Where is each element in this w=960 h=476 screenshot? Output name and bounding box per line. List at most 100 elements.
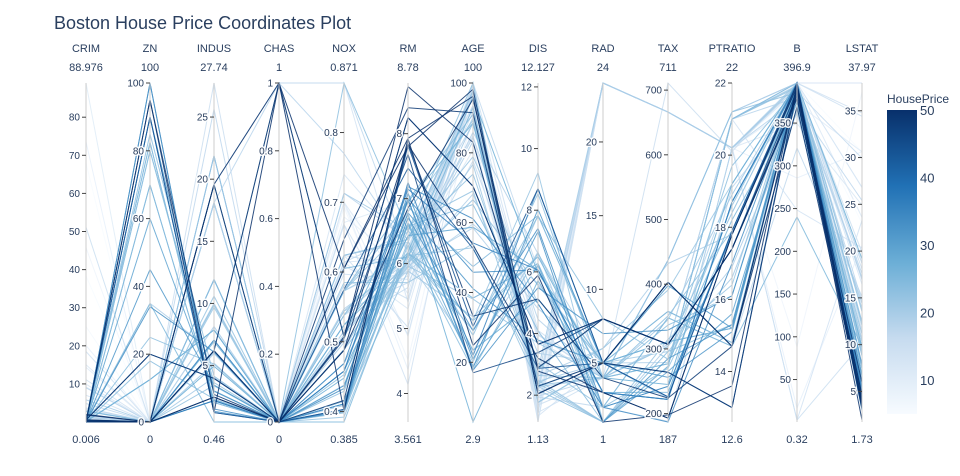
axis-name[interactable]: LSTAT: [846, 43, 879, 55]
tick-label: 700: [645, 86, 662, 97]
tick-label: 0: [267, 418, 273, 429]
tick-label: 200: [774, 247, 791, 258]
tick-label-halo: 0: [267, 418, 273, 429]
tick-label: 2: [526, 391, 532, 402]
tick-label: 100: [450, 79, 467, 90]
tick-label-halo: 80: [456, 148, 468, 159]
tick-label: 15: [586, 211, 598, 222]
tick-label-halo: 20: [456, 358, 468, 369]
tick-label-halo: 14: [715, 367, 727, 378]
tick-label-halo: 6: [526, 267, 532, 278]
tick-label-halo: 20: [586, 137, 598, 148]
tick-label: 100: [774, 332, 791, 343]
tick-label: 8: [396, 129, 402, 140]
tick-label: 0.4: [324, 407, 338, 418]
axes: CRIM88.9760.0061010202030304040505060607…: [67, 43, 879, 446]
tick-label: 5: [850, 387, 856, 398]
tick-label-halo: 500: [645, 215, 662, 226]
tick-label-halo: 0.8: [259, 146, 273, 157]
tick-label: 6: [396, 259, 402, 270]
tick-label-halo: 300: [645, 344, 662, 355]
tick-label: 30: [69, 303, 81, 314]
axis-min-label: 0.32: [786, 434, 807, 446]
tick-label-halo: 100: [127, 79, 144, 90]
colorbar-tick-label: 30: [920, 238, 934, 253]
axis-name[interactable]: TAX: [658, 43, 679, 55]
tick-label-halo: 22: [715, 79, 727, 90]
tick-label: 20: [845, 247, 857, 258]
tick-label: 20: [197, 175, 209, 186]
tick-label-halo: 600: [645, 150, 662, 161]
tick-label-halo: 10: [69, 379, 81, 390]
tick-label-halo: 60: [133, 214, 145, 225]
tick-label: 350: [774, 119, 791, 130]
axis-name[interactable]: CHAS: [264, 43, 295, 55]
tick-label-halo: 0.5: [324, 337, 338, 348]
axis-max-label: 396.9: [783, 62, 811, 74]
colorbar: HousePrice 10 20 30 40 50: [887, 92, 949, 414]
tick-label-halo: 0.2: [259, 350, 273, 361]
tick-label-halo: 20: [845, 247, 857, 258]
tick-label: 30: [845, 153, 857, 164]
axis-name[interactable]: INDUS: [197, 43, 231, 55]
axis-max-label: 100: [464, 62, 482, 74]
axis-name[interactable]: ZN: [143, 43, 158, 55]
tick-label-halo: 0.7: [324, 198, 338, 209]
axis-name[interactable]: DIS: [529, 43, 547, 55]
tick-label-halo: 0.4: [259, 282, 273, 293]
axis-name[interactable]: RAD: [591, 43, 614, 55]
tick-label-halo: 10: [521, 144, 533, 155]
tick-label-halo: 80: [69, 113, 81, 124]
tick-label-halo: 60: [69, 189, 81, 200]
tick-label-halo: 250: [774, 204, 791, 215]
chart-title: Boston House Price Coordinates Plot: [54, 13, 352, 33]
axis-crim[interactable]: CRIM88.9760.0061010202030304040505060607…: [67, 43, 103, 446]
tick-label: 10: [586, 285, 598, 296]
axis-name[interactable]: AGE: [461, 43, 484, 55]
tick-label-halo: 700: [645, 86, 662, 97]
tick-label-halo: 0.6: [324, 268, 338, 279]
axis-tax[interactable]: TAX7111872002003003004004005005006006007…: [644, 43, 679, 446]
axis-name[interactable]: B: [793, 43, 800, 55]
tick-label-halo: 5: [591, 359, 597, 370]
axis-name[interactable]: PTRATIO: [709, 43, 756, 55]
axis-name[interactable]: RM: [399, 43, 416, 55]
axis-min-label: 0: [147, 434, 153, 446]
tick-label: 15: [197, 237, 209, 248]
axis-b[interactable]: B396.90.32505010010015015020020025025030…: [773, 43, 811, 446]
tick-label: 80: [133, 146, 145, 157]
tick-label: 12: [521, 82, 533, 93]
tick-label: 20: [586, 137, 598, 148]
tick-label: 5: [591, 359, 597, 370]
tick-label-halo: 70: [69, 151, 81, 162]
tick-label: 500: [645, 215, 662, 226]
tick-label: 35: [845, 106, 857, 117]
axis-min-label: 0.385: [330, 434, 358, 446]
colorbar-tick-label: 40: [920, 171, 934, 186]
axis-max-label: 27.74: [200, 62, 228, 74]
tick-label: 10: [845, 340, 857, 351]
axis-max-label: 1: [276, 62, 282, 74]
tick-label-halo: 15: [845, 293, 857, 304]
axis-nox[interactable]: NOX0.8710.3850.40.40.50.50.60.60.70.70.8…: [323, 43, 358, 446]
axis-name[interactable]: CRIM: [72, 43, 100, 55]
tick-label-halo: 6: [396, 259, 402, 270]
colorbar-tick-label: 20: [920, 306, 934, 321]
tick-label: 4: [526, 329, 532, 340]
axis-max-label: 37.97: [848, 62, 876, 74]
tick-label: 0.6: [259, 214, 273, 225]
tick-label-halo: 30: [845, 153, 857, 164]
axis-max-label: 711: [659, 62, 677, 74]
axis-name[interactable]: NOX: [332, 43, 357, 55]
tick-label: 1: [267, 79, 273, 90]
